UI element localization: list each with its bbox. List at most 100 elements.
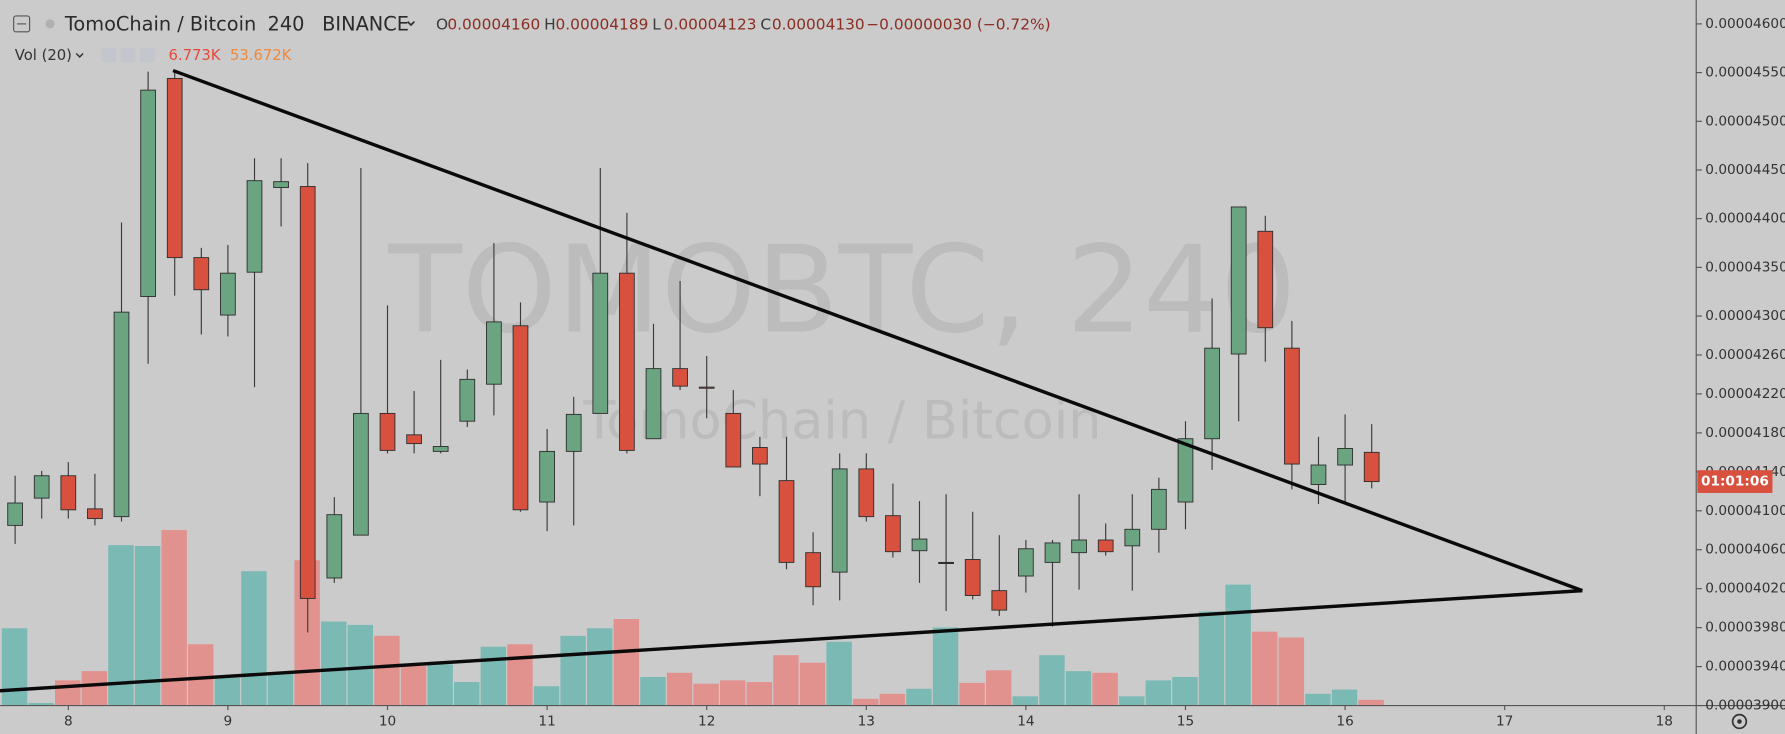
- symbol-title[interactable]: TomoChain / Bitcoin: [64, 13, 256, 36]
- candle-body: [991, 590, 1008, 611]
- candle-body: [752, 447, 768, 465]
- trend-line: [172, 68, 1583, 593]
- candle-body: [140, 89, 156, 298]
- indicator-button[interactable]: [101, 47, 117, 63]
- volume-bar: [347, 624, 374, 706]
- candle-body: [1124, 528, 1141, 547]
- y-tick-label: 0.00003940: [1705, 659, 1785, 675]
- volume-bar: [1331, 689, 1358, 706]
- exchange[interactable]: BINANCE: [322, 13, 409, 36]
- settings-button[interactable]: [1731, 713, 1748, 730]
- candle-body: [1257, 230, 1274, 329]
- candle-body: [512, 325, 529, 511]
- candle-body: [885, 515, 901, 553]
- x-tick-label: 14: [1017, 713, 1034, 729]
- y-tick-label: 0.00004400: [1705, 211, 1785, 227]
- indicator-button[interactable]: [120, 47, 136, 63]
- interval[interactable]: 240: [268, 13, 305, 36]
- volume-bar: [613, 619, 640, 706]
- dropdown-icon[interactable]: [75, 52, 84, 58]
- candle-body: [1204, 347, 1220, 440]
- volume-bar: [1358, 699, 1384, 706]
- volume-bar: [400, 666, 427, 706]
- ohlc-value: 0.00004160: [447, 16, 540, 34]
- volume-bar: [720, 680, 746, 706]
- ohlc-key: H: [544, 16, 556, 34]
- volume-bar: [1225, 584, 1251, 706]
- volume-bar: [1305, 693, 1331, 706]
- candle-body: [1151, 488, 1167, 530]
- y-tick-label: 0.00004180: [1705, 425, 1785, 441]
- candle-body: [645, 368, 662, 440]
- candle-body: [379, 412, 396, 451]
- candle-body: [1337, 448, 1353, 466]
- candle-body: [1044, 542, 1061, 563]
- collapse-button[interactable]: [13, 15, 31, 33]
- volume-bar: [108, 545, 134, 706]
- indicator-button[interactable]: [140, 47, 155, 63]
- candle-body: [113, 311, 130, 518]
- volume-bar: [480, 646, 507, 706]
- y-tick-label: 0.00004500: [1705, 113, 1785, 129]
- candle-body: [273, 181, 289, 188]
- volume-bar: [746, 682, 773, 706]
- candle-body: [432, 446, 449, 452]
- y-tick-label: 0.00004260: [1705, 347, 1785, 363]
- volume-bar: [1092, 672, 1118, 706]
- watermark: TOMOBTC, 240: [387, 220, 1296, 360]
- candle-body: [33, 475, 50, 499]
- x-tick-label: 8: [64, 713, 73, 729]
- candle-body: [60, 475, 77, 511]
- volume-bar: [1251, 631, 1278, 706]
- volume-bar: [188, 644, 214, 706]
- indicator-name[interactable]: Vol (20): [15, 47, 72, 64]
- volume-bar: [826, 641, 852, 706]
- candle-body: [1097, 539, 1114, 553]
- candle-body: [1363, 451, 1380, 483]
- y-tick-label: 0.00004450: [1705, 162, 1785, 178]
- candle-body: [1284, 347, 1300, 465]
- candle-body: [1177, 438, 1194, 503]
- volume-bar: [666, 672, 693, 706]
- candle-layer: [7, 71, 1380, 633]
- volume-bar: [959, 682, 985, 706]
- volume-bar: [1, 628, 28, 706]
- x-tick-label: 12: [698, 713, 715, 729]
- y-tick-label: 0.00004600: [1705, 16, 1785, 32]
- volume-bar: [640, 676, 666, 706]
- volume-bar: [267, 673, 294, 706]
- volume-bar: [1145, 680, 1172, 706]
- volume-bar: [374, 635, 400, 706]
- volume-bar: [773, 655, 799, 706]
- volume-bar: [214, 677, 241, 706]
- candle-body: [831, 468, 848, 573]
- settings-icon: [1737, 719, 1742, 724]
- candle-body: [193, 257, 210, 291]
- volume-bar: [241, 571, 267, 706]
- volume-bar: [533, 686, 560, 706]
- ohlc-legend: O 0.00004160 H 0.00004189 L 0.00004123 C 0.0000…: [436, 16, 1051, 34]
- volume-bar: [507, 644, 533, 706]
- candle-body: [220, 272, 236, 316]
- volume-bar: [932, 627, 959, 706]
- time-axis-bg: [0, 705, 1785, 734]
- ohlc-key: C: [760, 16, 771, 34]
- ohlc-value: 0.00004123: [664, 16, 757, 34]
- candle-body: [299, 186, 316, 599]
- x-tick-label: 18: [1656, 713, 1673, 729]
- candle-body: [7, 502, 23, 526]
- candle-body: [858, 468, 875, 518]
- countdown: 01:01:06: [1701, 474, 1769, 490]
- countdown-bg: [1697, 470, 1773, 493]
- dropdown-icon[interactable]: [406, 21, 415, 27]
- candle-body: [672, 368, 688, 387]
- candle-body: [964, 559, 981, 596]
- volume-bar: [427, 664, 453, 706]
- price-axis-bg: [1696, 0, 1785, 734]
- watermark-subtitle: TomoChain / Bitcoin: [582, 390, 1101, 451]
- axes: 0.00004600 0.00004550 0.00004500 0.00004450…: [64, 16, 1785, 730]
- candle-body: [592, 272, 609, 414]
- x-tick-label: 13: [858, 713, 875, 729]
